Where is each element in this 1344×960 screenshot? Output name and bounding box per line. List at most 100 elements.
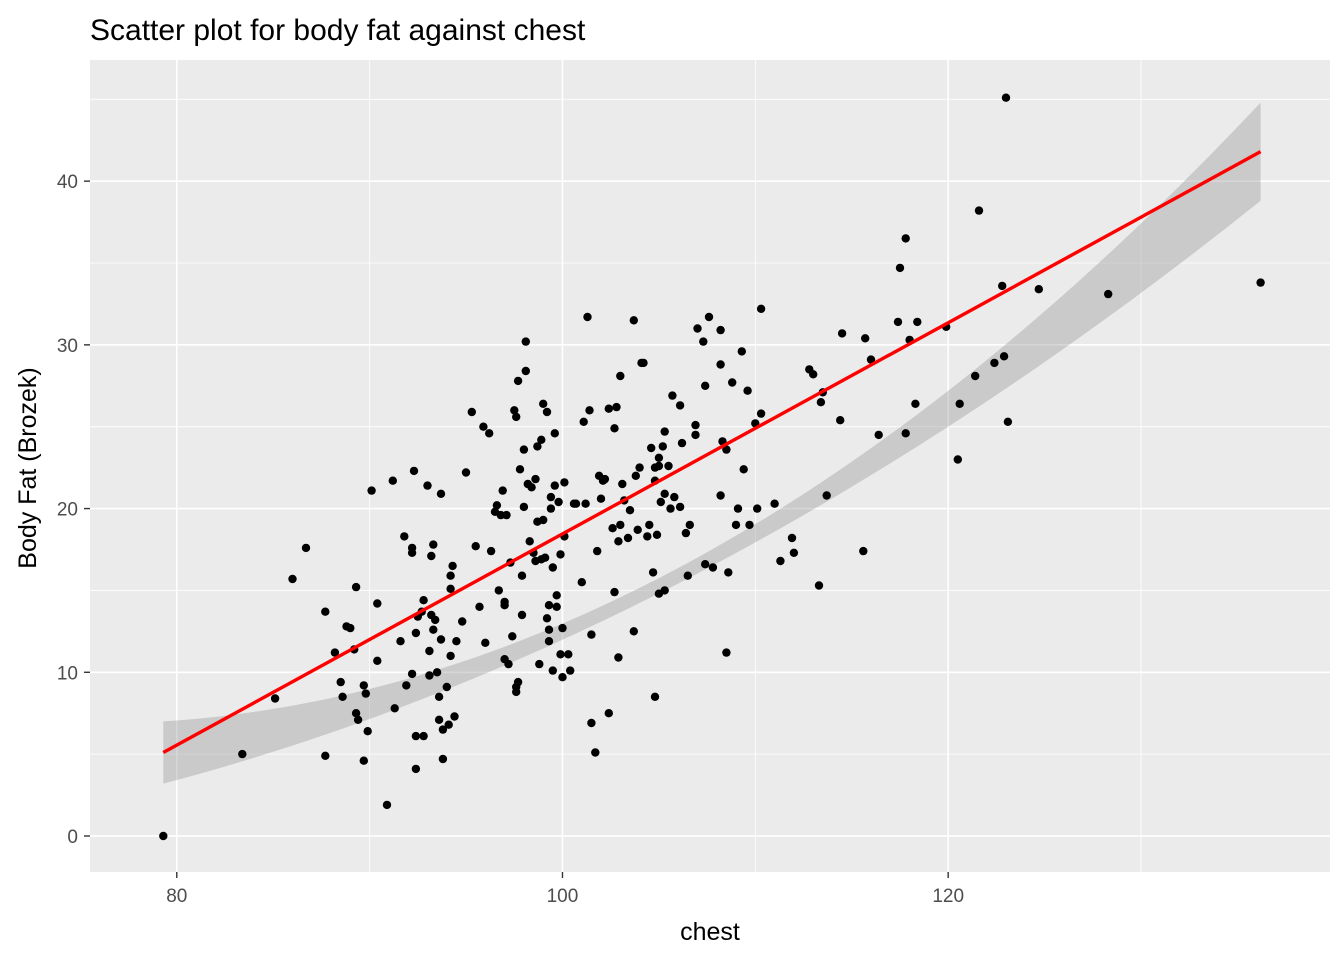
data-point	[550, 481, 559, 490]
data-point	[654, 453, 664, 462]
data-point	[625, 506, 635, 515]
data-point	[728, 378, 737, 387]
data-point	[539, 515, 548, 525]
data-point	[787, 533, 797, 543]
data-point	[998, 281, 1007, 291]
data-point	[321, 751, 330, 760]
data-point	[743, 386, 752, 395]
data-point	[683, 571, 692, 580]
data-point	[1034, 285, 1044, 294]
data-point	[652, 530, 662, 539]
data-point	[498, 486, 507, 495]
data-point	[540, 553, 550, 562]
data-point	[722, 445, 731, 454]
data-point	[434, 715, 444, 724]
data-point	[564, 650, 573, 659]
data-point	[479, 422, 488, 431]
data-point	[629, 316, 638, 325]
data-point	[616, 371, 625, 381]
y-tick-label: 30	[57, 336, 78, 357]
y-axis-ticks: 0 10 20 30 40	[57, 172, 90, 848]
data-point	[373, 656, 382, 665]
data-point	[587, 718, 596, 728]
data-point	[756, 304, 766, 313]
data-point	[533, 442, 542, 451]
data-point	[610, 424, 619, 433]
data-point	[504, 659, 513, 669]
data-point	[390, 704, 399, 713]
data-point	[436, 635, 446, 644]
regression-line	[162, 150, 1262, 754]
data-point	[716, 325, 725, 335]
data-point	[731, 520, 741, 530]
plot-panel	[90, 60, 1330, 872]
data-point	[756, 409, 766, 418]
data-point	[814, 581, 824, 590]
data-point	[604, 404, 613, 413]
data-point	[429, 625, 438, 634]
data-point	[660, 586, 669, 595]
data-point	[612, 402, 621, 412]
data-point	[361, 689, 370, 698]
data-point	[859, 546, 868, 556]
data-point	[660, 489, 669, 498]
data-point	[519, 445, 529, 454]
data-point	[485, 429, 494, 438]
y-axis-title: Body Fat (Brozek)	[14, 367, 42, 568]
data-point	[955, 399, 964, 408]
data-point	[861, 334, 870, 343]
data-point	[666, 504, 675, 513]
data-point	[321, 607, 330, 616]
chart-title: Scatter plot for body fat against chest	[90, 14, 586, 47]
data-point	[486, 546, 496, 556]
data-point	[789, 548, 799, 557]
data-point	[542, 407, 552, 417]
data-point	[571, 499, 581, 508]
data-point	[388, 476, 397, 485]
data-point	[724, 568, 733, 577]
data-point	[691, 430, 700, 440]
data-point	[591, 748, 600, 757]
data-point	[583, 312, 592, 322]
data-point	[544, 601, 554, 610]
data-point	[656, 497, 665, 507]
data-point	[396, 637, 405, 646]
data-point	[517, 571, 527, 580]
data-point	[647, 443, 656, 453]
data-point	[402, 681, 411, 690]
data-point	[953, 455, 962, 464]
data-point	[508, 632, 517, 641]
data-point	[546, 492, 556, 502]
data-point	[677, 438, 687, 448]
confidence-band	[163, 102, 1261, 784]
data-point	[500, 601, 509, 610]
data-point	[359, 756, 368, 765]
data-point	[971, 371, 980, 381]
data-point	[521, 366, 530, 376]
data-point	[446, 571, 455, 580]
data-point	[658, 442, 667, 451]
data-point	[685, 520, 694, 530]
data-point	[527, 483, 536, 492]
data-point	[701, 381, 710, 390]
data-point	[552, 602, 561, 611]
data-point	[425, 671, 434, 680]
data-point	[519, 502, 529, 512]
data-point	[353, 715, 363, 724]
x-tick-label: 80	[166, 886, 187, 907]
data-point	[566, 666, 575, 675]
data-point	[544, 637, 554, 646]
data-point	[400, 532, 409, 541]
data-point	[874, 430, 883, 440]
data-point	[517, 610, 527, 620]
data-point	[577, 578, 586, 587]
data-point	[675, 502, 685, 512]
data-point	[587, 630, 596, 639]
data-point	[359, 681, 368, 690]
data-point	[693, 324, 702, 333]
data-point	[542, 614, 552, 623]
data-point	[776, 556, 785, 566]
data-point	[346, 623, 355, 633]
data-point	[895, 263, 905, 273]
data-point	[558, 673, 567, 682]
